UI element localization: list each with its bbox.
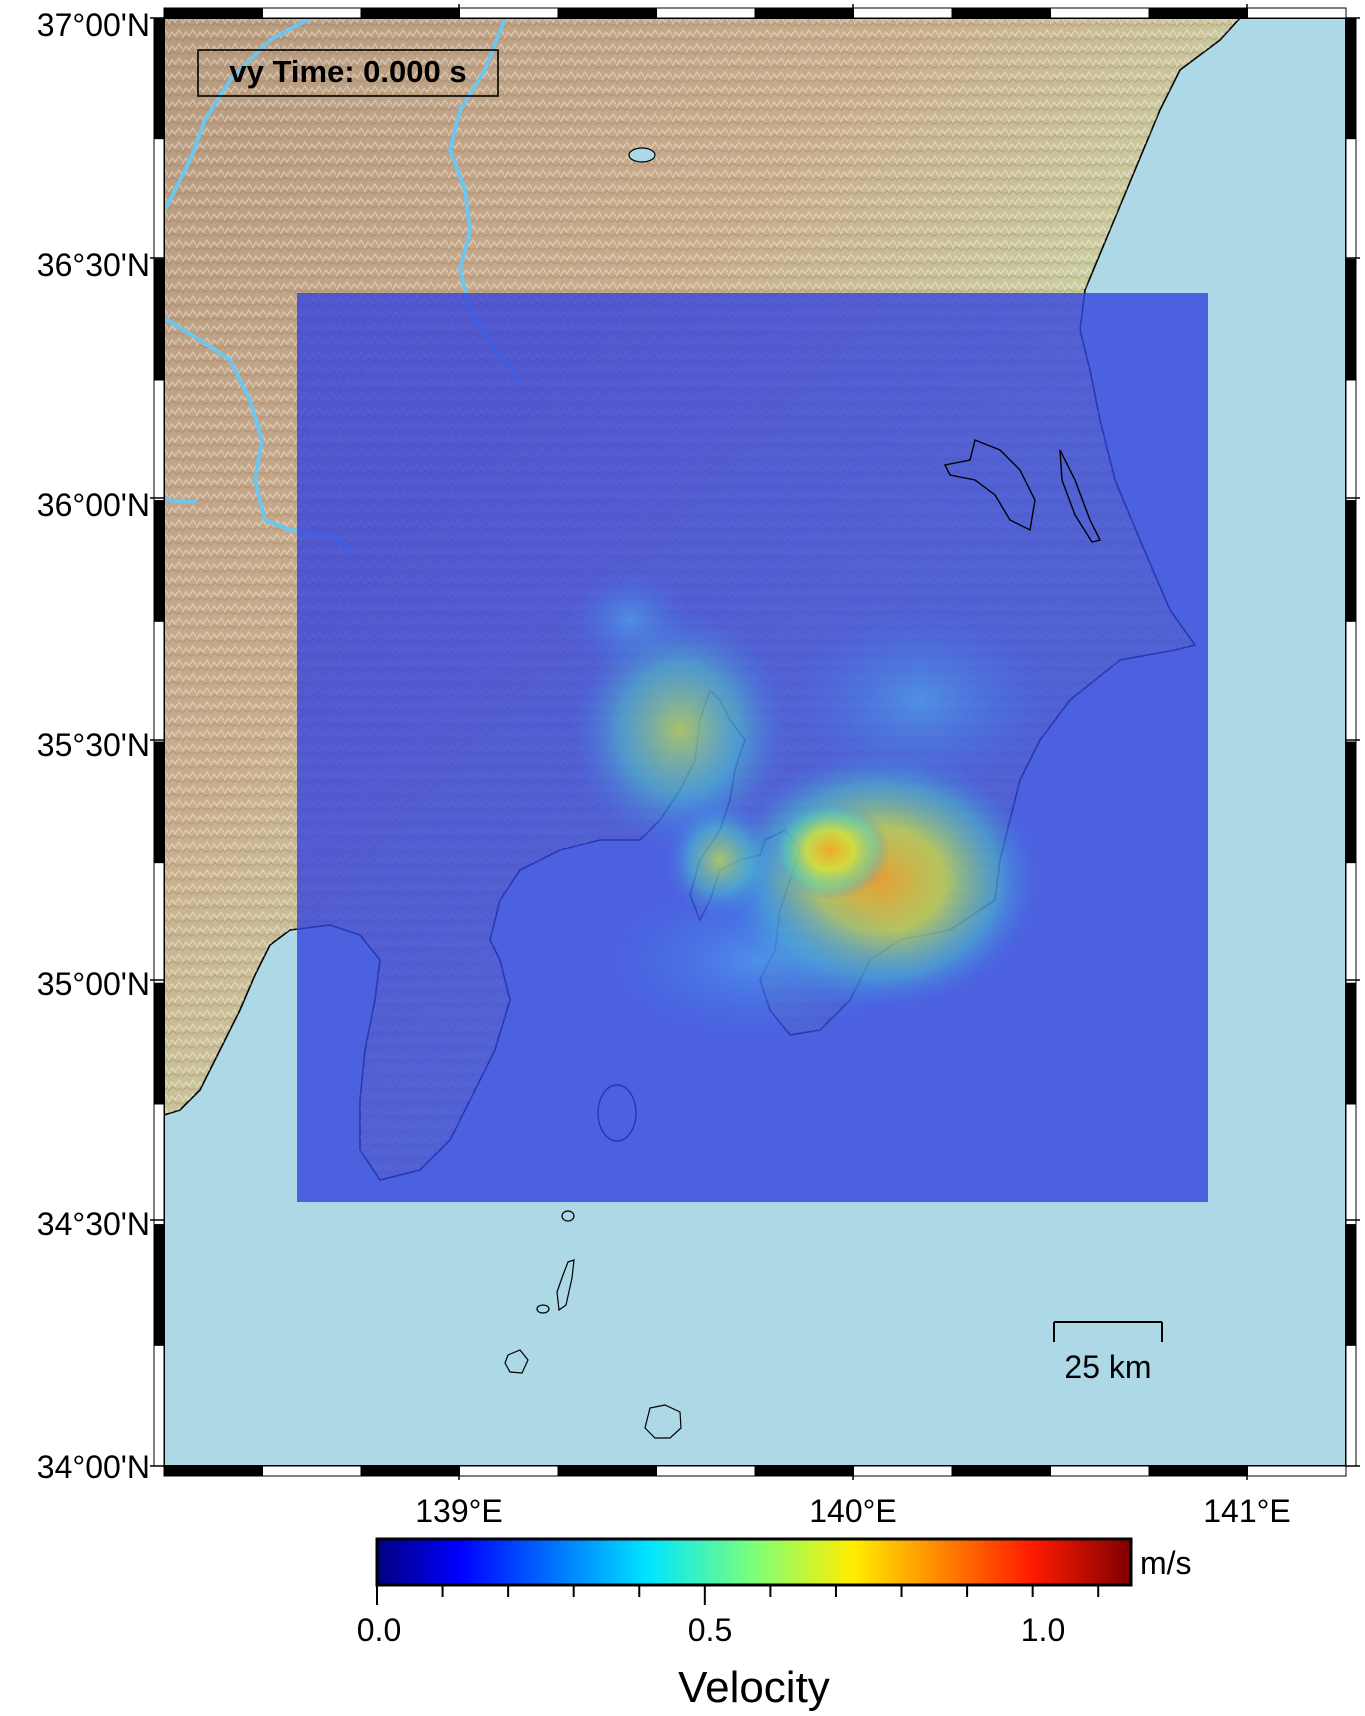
frame-segment xyxy=(153,982,165,1105)
lon-label: 141°E xyxy=(1203,1493,1291,1529)
island-niijima xyxy=(556,1259,575,1312)
latitude-labels: 37°00'N 36°30'N 36°00'N 35°30'N 35°00'N … xyxy=(37,7,150,1485)
lon-label: 139°E xyxy=(415,1493,503,1529)
frame-segment xyxy=(153,379,165,502)
colorbar-tick-label: 1.0 xyxy=(1021,1612,1065,1648)
frame-segment xyxy=(163,7,263,19)
colorbar-tick-label: 0.0 xyxy=(357,1612,401,1648)
island-kozushima xyxy=(504,1349,529,1374)
island-shikinejima xyxy=(536,1304,550,1314)
lat-label: 35°30'N xyxy=(37,727,150,763)
lat-label: 36°30'N xyxy=(37,247,150,283)
frame-segment xyxy=(1050,1465,1150,1477)
frame-segment xyxy=(1247,7,1347,19)
frame-segment xyxy=(1148,1465,1248,1477)
inland-lake xyxy=(628,147,656,163)
frame-segment xyxy=(1345,620,1357,743)
frame-segment xyxy=(1345,258,1357,381)
frame-segment xyxy=(153,1103,165,1226)
scale-bar: 25 km xyxy=(1053,1321,1163,1385)
frame-segment xyxy=(853,1465,953,1477)
frame-segment xyxy=(557,1465,657,1477)
lon-label: 140°E xyxy=(809,1493,897,1529)
frame-segment xyxy=(153,1224,165,1346)
frame-segment xyxy=(951,1465,1051,1477)
island-miyakejima xyxy=(644,1404,682,1439)
longitude-labels: 139°E 140°E 141°E xyxy=(415,1493,1291,1529)
lat-label: 34°30'N xyxy=(37,1206,150,1242)
frame-segment xyxy=(1345,1103,1357,1226)
frame-segment xyxy=(754,7,854,19)
map-frame-ticks xyxy=(153,7,1357,1477)
time-label-box: vy Time: 0.000 s xyxy=(197,49,499,97)
frame-segment xyxy=(1345,982,1357,1105)
colorbar-unit: m/s xyxy=(1140,1545,1192,1581)
colorbar-gradient xyxy=(375,1537,1133,1587)
frame-segment xyxy=(360,1465,460,1477)
frame-segment xyxy=(1345,500,1357,622)
velocity-hotspots xyxy=(570,570,1050,1040)
frame-segment xyxy=(754,1465,854,1477)
frame-segment xyxy=(656,1465,756,1477)
frame-segment xyxy=(1345,862,1357,984)
frame-segment xyxy=(153,17,165,140)
frame-segment xyxy=(1345,741,1357,864)
colorbar-title: Velocity xyxy=(678,1663,830,1712)
lake-kasumigaura xyxy=(943,439,1036,532)
frame-segment xyxy=(360,7,460,19)
frame-segment xyxy=(853,7,953,19)
colorbar-ticks xyxy=(376,1585,1100,1605)
frame-segment xyxy=(1148,7,1248,19)
colorbar-tick-label: 0.5 xyxy=(688,1612,732,1648)
frame-segment xyxy=(262,7,362,19)
frame-segment xyxy=(1247,1465,1347,1477)
frame-segment xyxy=(153,620,165,743)
frame-segment xyxy=(153,1344,165,1467)
scale-bar-label: 25 km xyxy=(1064,1349,1151,1385)
frame-segment xyxy=(153,741,165,864)
frame-segment xyxy=(656,7,756,19)
frame-segment xyxy=(1050,7,1150,19)
frame-segment xyxy=(1345,379,1357,502)
island-toshima xyxy=(561,1210,575,1222)
lat-label: 35°00'N xyxy=(37,966,150,1002)
frame-segment xyxy=(153,138,165,260)
lat-label: 34°00'N xyxy=(37,1449,150,1485)
colorbar: m/s 0.0 0.5 1.0 Velocity xyxy=(357,1537,1192,1712)
frame-segment xyxy=(1345,1224,1357,1346)
frame-segment xyxy=(951,7,1051,19)
frame-segment xyxy=(1345,1344,1357,1467)
lake-kitaura xyxy=(1059,449,1102,543)
frame-segment xyxy=(1345,138,1357,260)
frame-segment xyxy=(153,258,165,381)
time-label: vy Time: 0.000 s xyxy=(229,54,466,89)
frame-segment xyxy=(153,862,165,984)
frame-segment xyxy=(262,1465,362,1477)
frame-segment xyxy=(557,7,657,19)
lat-label: 37°00'N xyxy=(37,7,150,43)
frame-segment xyxy=(459,1465,559,1477)
graticule-ticks xyxy=(150,4,1360,1480)
frame-segment xyxy=(459,7,559,19)
lat-label: 36°00'N xyxy=(37,487,150,523)
frame-segment xyxy=(1345,17,1357,140)
frame-segment xyxy=(153,500,165,622)
frame-segment xyxy=(163,1465,263,1477)
